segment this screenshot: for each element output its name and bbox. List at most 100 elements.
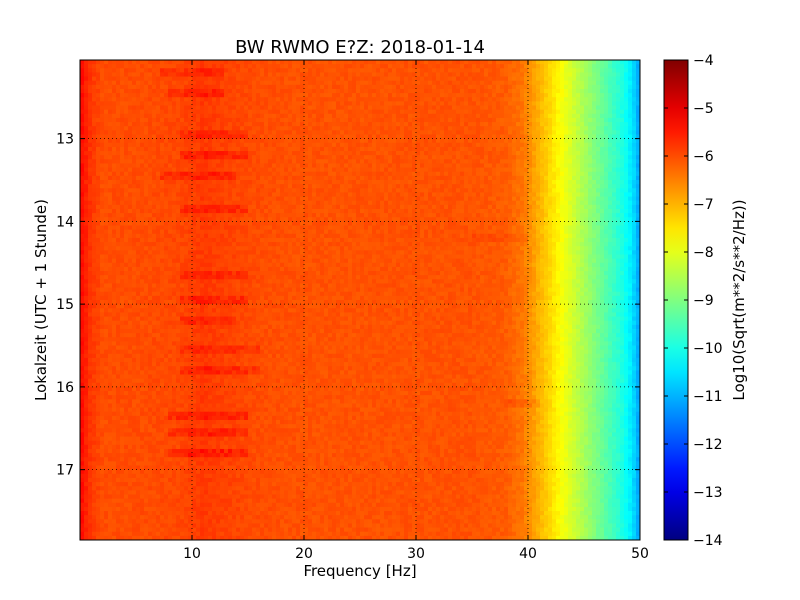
heatmap-cell bbox=[140, 200, 145, 206]
heatmap-cell bbox=[472, 196, 477, 202]
heatmap-cell bbox=[544, 159, 549, 165]
heatmap-cell bbox=[264, 184, 269, 189]
heatmap-cell bbox=[304, 192, 309, 198]
heatmap-cell bbox=[572, 80, 577, 86]
heatmap-cell bbox=[104, 122, 109, 127]
heatmap-cell bbox=[260, 151, 265, 156]
heatmap-cell bbox=[348, 105, 353, 111]
heatmap-cell bbox=[636, 134, 640, 140]
heatmap-cell bbox=[432, 68, 437, 74]
heatmap-cell bbox=[140, 113, 145, 119]
heatmap-cell bbox=[108, 122, 113, 127]
heatmap-cell bbox=[324, 196, 329, 202]
heatmap-cell bbox=[568, 68, 573, 74]
heatmap-cell bbox=[112, 113, 117, 119]
heatmap-cell bbox=[612, 134, 617, 140]
heatmap-cell bbox=[160, 200, 165, 206]
heatmap-cell bbox=[340, 155, 345, 160]
heatmap-cell bbox=[196, 72, 201, 78]
heatmap-cell bbox=[88, 101, 93, 107]
heatmap-cell bbox=[84, 159, 89, 165]
heatmap-cell bbox=[584, 130, 589, 136]
heatmap-cell bbox=[460, 72, 465, 78]
heatmap-cell bbox=[124, 101, 129, 107]
heatmap-cell bbox=[360, 204, 365, 210]
heatmap-cell bbox=[488, 167, 493, 173]
heatmap-cell bbox=[588, 146, 593, 152]
heatmap-cell bbox=[576, 80, 581, 86]
heatmap-cell bbox=[360, 130, 365, 136]
heatmap-cell bbox=[596, 76, 601, 82]
heatmap-cell bbox=[488, 84, 493, 90]
heatmap-cell bbox=[444, 142, 449, 148]
heatmap-cell bbox=[340, 192, 345, 198]
heatmap-cell bbox=[116, 192, 121, 198]
heatmap-cell bbox=[540, 159, 545, 165]
heatmap-cell bbox=[220, 204, 225, 210]
heatmap-cell bbox=[184, 184, 189, 189]
heatmap-cell bbox=[512, 163, 517, 169]
heatmap-cell bbox=[96, 93, 101, 98]
heatmap-cell bbox=[208, 175, 213, 181]
heatmap-cell bbox=[268, 196, 273, 202]
heatmap-cell bbox=[544, 142, 549, 148]
heatmap-cell bbox=[636, 113, 640, 119]
heatmap-cell bbox=[380, 196, 385, 202]
heatmap-cell bbox=[292, 88, 297, 94]
heatmap-cell bbox=[96, 200, 101, 206]
heatmap-cell bbox=[560, 93, 565, 98]
heatmap-cell bbox=[272, 130, 277, 136]
heatmap-cell bbox=[132, 88, 137, 94]
heatmap-cell bbox=[148, 151, 153, 156]
heatmap-cell bbox=[576, 192, 581, 198]
heatmap-cell bbox=[192, 64, 197, 69]
heatmap-cell bbox=[544, 180, 549, 185]
heatmap-cell bbox=[476, 60, 481, 65]
heatmap-cell bbox=[604, 188, 609, 194]
heatmap-cell bbox=[320, 151, 325, 156]
heatmap-cell bbox=[108, 109, 113, 115]
heatmap-cell bbox=[108, 171, 113, 177]
heatmap-cell bbox=[556, 80, 561, 86]
heatmap-cell bbox=[152, 130, 157, 136]
heatmap-cell bbox=[152, 180, 157, 185]
heatmap-cell bbox=[136, 167, 141, 173]
heatmap-cell bbox=[296, 134, 301, 140]
heatmap-cell bbox=[372, 159, 377, 165]
heatmap-cell bbox=[472, 68, 477, 74]
heatmap-cell bbox=[80, 84, 85, 90]
heatmap-cell bbox=[188, 97, 193, 102]
heatmap-cell bbox=[364, 76, 369, 82]
heatmap-cell bbox=[524, 109, 529, 115]
heatmap-cell bbox=[104, 72, 109, 78]
heatmap-cell bbox=[268, 68, 273, 74]
heatmap-cell bbox=[340, 175, 345, 181]
heatmap-cell bbox=[440, 184, 445, 189]
heatmap-cell bbox=[608, 122, 613, 127]
heatmap-cell bbox=[388, 84, 393, 90]
heatmap-cell bbox=[368, 122, 373, 127]
heatmap-cell bbox=[140, 204, 145, 210]
heatmap-cell bbox=[428, 76, 433, 82]
heatmap-cell bbox=[388, 72, 393, 78]
heatmap-cell bbox=[432, 126, 437, 131]
heatmap-cell bbox=[524, 105, 529, 111]
heatmap-cell bbox=[568, 196, 573, 202]
heatmap-cell bbox=[280, 105, 285, 111]
heatmap-cell bbox=[128, 134, 133, 140]
heatmap-cell bbox=[496, 184, 501, 189]
heatmap-cell bbox=[296, 192, 301, 198]
heatmap-cell bbox=[164, 126, 169, 131]
heatmap-cell bbox=[376, 126, 381, 131]
heatmap-cell bbox=[472, 117, 477, 123]
heatmap-cell bbox=[628, 126, 633, 131]
heatmap-cell bbox=[168, 93, 173, 98]
heatmap-cell bbox=[240, 117, 245, 123]
heatmap-cell bbox=[284, 68, 289, 74]
heatmap-cell bbox=[328, 138, 333, 144]
heatmap-cell bbox=[244, 159, 249, 165]
heatmap-cell bbox=[288, 167, 293, 173]
heatmap-cell bbox=[624, 188, 629, 194]
heatmap-cell bbox=[496, 200, 501, 206]
heatmap-cell bbox=[348, 64, 353, 69]
